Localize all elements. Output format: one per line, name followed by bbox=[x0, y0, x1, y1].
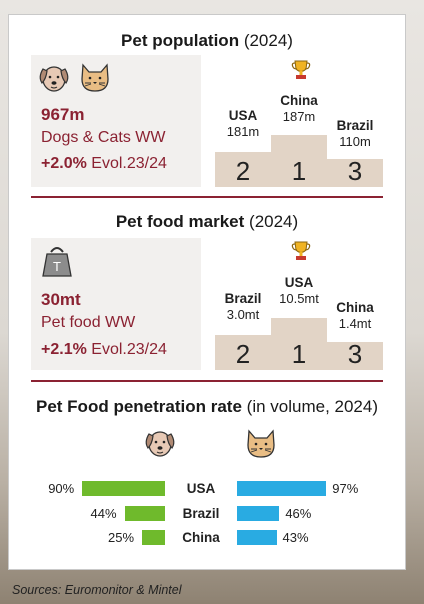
sources-note: Sources: Euromonitor & Mintel bbox=[12, 583, 182, 597]
dogs-penetration-bar bbox=[82, 481, 165, 496]
penetration-title: Pet Food penetration rate (in volume, 20… bbox=[36, 397, 378, 416]
dog-icon bbox=[145, 431, 175, 457]
dog-icon bbox=[39, 66, 69, 92]
podium-label-second: Brazil 3.0mt bbox=[224, 291, 262, 322]
podium-step-first: 1 bbox=[271, 318, 327, 370]
cats-penetration-bar bbox=[237, 506, 280, 521]
population-evolution: +2.0% Evol.23/24 bbox=[41, 155, 167, 172]
trophy-icon bbox=[291, 241, 311, 260]
country-label: Brazil bbox=[182, 506, 220, 521]
weight-icon: T bbox=[42, 247, 72, 277]
cats-penetration-bar bbox=[237, 481, 327, 496]
population-label: Dogs & Cats WW bbox=[41, 129, 166, 146]
podium-step-second: 2 bbox=[215, 335, 271, 370]
section-divider bbox=[31, 380, 383, 382]
svg-text:T: T bbox=[53, 259, 61, 274]
cat-icon bbox=[81, 63, 109, 92]
market-panel: T 30mt Pet food WW +2.1% Evol.23/24 bbox=[31, 238, 201, 370]
podium-label-third: Brazil 110m bbox=[336, 118, 374, 149]
cats-percent-label: 46% bbox=[285, 506, 312, 521]
country-label: USA bbox=[186, 481, 216, 496]
dogs-penetration-bar bbox=[124, 506, 165, 521]
podium-step-first: 1 bbox=[271, 135, 327, 187]
market-label: Pet food WW bbox=[41, 314, 136, 331]
pet-food-market-title: Pet food market (2024) bbox=[115, 212, 299, 231]
podium-label-first: China 187m bbox=[280, 93, 318, 124]
pet-population-title: Pet population (2024) bbox=[121, 31, 293, 50]
dogs-penetration-bar bbox=[142, 530, 165, 545]
podium-step-second: 2 bbox=[215, 152, 271, 187]
cats-percent-label: 43% bbox=[282, 530, 309, 545]
section-divider bbox=[31, 196, 383, 198]
population-headline: 967m bbox=[41, 105, 85, 124]
podium-label-second: USA 181m bbox=[226, 108, 260, 139]
trophy-icon bbox=[291, 60, 311, 79]
podium-step-third: 3 bbox=[327, 341, 383, 370]
market-headline: 30mt bbox=[41, 290, 81, 309]
country-label: China bbox=[182, 530, 220, 545]
podium-label-third: China 1.4mt bbox=[336, 300, 374, 331]
population-panel: 967m Dogs & Cats WW +2.0% Evol.23/24 bbox=[31, 55, 201, 187]
cat-icon bbox=[247, 429, 275, 458]
cats-percent-label: 97% bbox=[332, 481, 359, 496]
dogs-percent-label: 25% bbox=[108, 530, 135, 545]
podium-label-first: USA 10.5mt bbox=[279, 275, 319, 306]
market-evolution: +2.1% Evol.23/24 bbox=[41, 341, 167, 358]
dogs-percent-label: 90% bbox=[48, 481, 75, 496]
infographic-card: Pet population (2024) 967m Dogs & Cats W… bbox=[8, 14, 406, 570]
cats-penetration-bar bbox=[237, 530, 277, 545]
dogs-percent-label: 44% bbox=[90, 506, 117, 521]
podium-step-third: 3 bbox=[327, 158, 383, 187]
